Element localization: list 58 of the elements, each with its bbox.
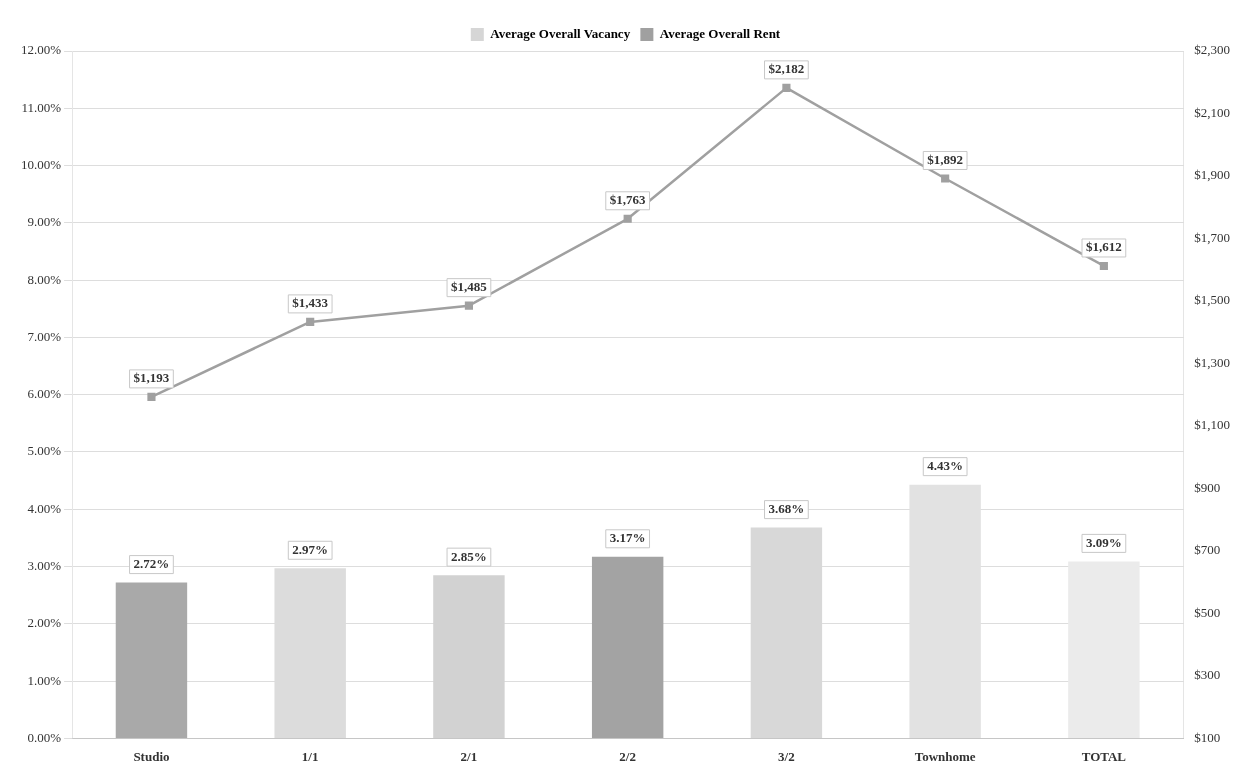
y-tick-label: 12.00% (20, 42, 62, 58)
data-label: $1,612 (1086, 239, 1122, 255)
bar (1068, 561, 1140, 738)
y2-tick-label: $1,900 (1194, 167, 1230, 183)
x-tick-label: Studio (133, 748, 170, 764)
x-tick-label: 2/2 (619, 748, 636, 764)
bar (591, 556, 664, 738)
data-label: $2,182 (768, 61, 805, 77)
y2-tick-label: $1,700 (1194, 229, 1230, 245)
y-tick-label: 4.00% (27, 500, 62, 516)
y2-tick-label: $700 (1194, 542, 1221, 558)
y2-tick-label: $100 (1194, 729, 1221, 745)
x-tick-label: 1/1 (301, 748, 319, 764)
data-label: $1,433 (292, 295, 329, 311)
x-tick-label: 3/2 (778, 748, 795, 764)
y2-tick-label: $300 (1194, 667, 1221, 683)
y2-tick-label: $900 (1194, 479, 1221, 495)
point (147, 392, 156, 401)
y-tick-label: 0.00% (27, 729, 62, 745)
y2-tick-label: $1,100 (1194, 417, 1230, 433)
y2-tick-label: $1,300 (1194, 354, 1230, 370)
legend-label: Average Overall Vacancy (490, 25, 631, 41)
data-label: $1,892 (927, 151, 964, 167)
y-tick-label: 11.00% (21, 99, 62, 115)
y-tick-label: 5.00% (27, 443, 62, 459)
y-tick-label: 8.00% (27, 271, 62, 287)
legend-label: Average Overall Rent (659, 25, 781, 41)
data-label: 3.17% (609, 530, 646, 546)
y-tick-label: 9.00% (27, 214, 62, 230)
data-label: $1,763 (609, 192, 647, 208)
data-label: 2.72% (133, 555, 170, 571)
x-tick-label: 2/1 (460, 748, 478, 764)
data-label: $1,485 (451, 279, 488, 295)
bar (115, 582, 188, 738)
data-label: 2.85% (451, 548, 487, 564)
y-tick-label: 7.00% (27, 328, 62, 344)
x-tick-label: TOTAL (1081, 748, 1127, 764)
data-label: 2.97% (292, 541, 329, 557)
data-label: 4.43% (927, 457, 964, 473)
point (941, 174, 950, 183)
y2-tick-label: $500 (1194, 604, 1221, 620)
data-label: $1,193 (133, 370, 170, 386)
point (782, 83, 791, 92)
y2-tick-label: $1,500 (1194, 292, 1230, 308)
x-tick-label: Townhome (914, 748, 976, 764)
point (464, 301, 473, 310)
point (306, 317, 315, 326)
y-tick-label: 1.00% (27, 672, 62, 688)
data-label: 3.09% (1086, 534, 1122, 550)
y-tick-label: 10.00% (20, 156, 62, 172)
point (623, 214, 632, 223)
y2-tick-label: $2,100 (1194, 104, 1230, 120)
data-label: 3.68% (768, 500, 805, 516)
y-tick-label: 6.00% (27, 386, 62, 402)
y-tick-label: 2.00% (27, 615, 62, 631)
y-tick-label: 3.00% (27, 557, 62, 573)
point (1099, 261, 1108, 271)
y2-tick-label: $2,300 (1194, 42, 1230, 58)
